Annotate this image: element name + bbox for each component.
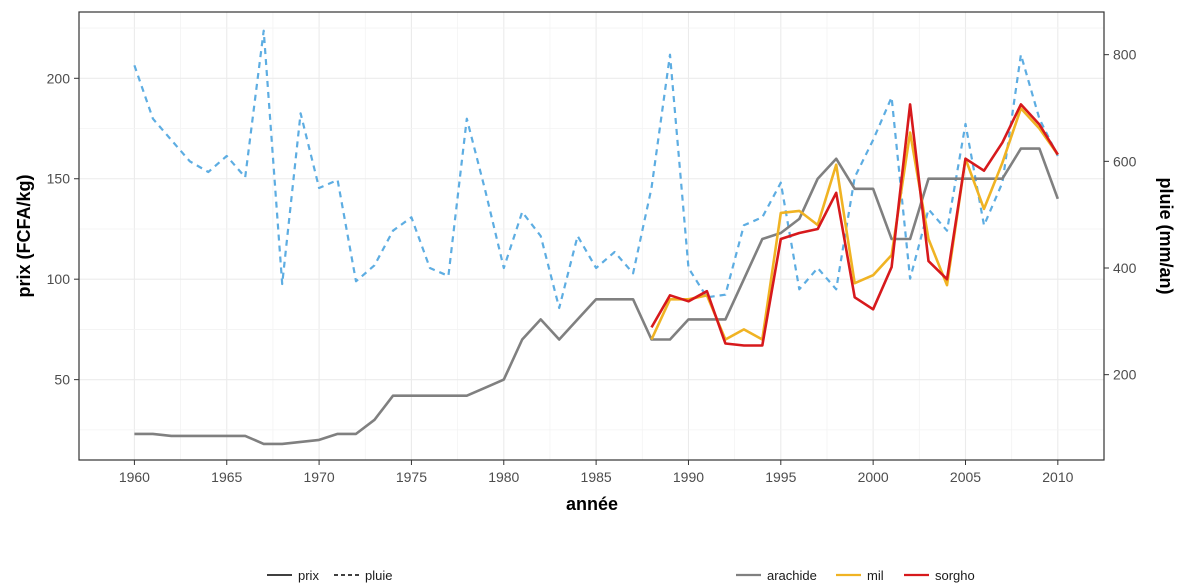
series-line-sorgho (650, 103, 1059, 347)
legend-arachide-label: arachide (767, 568, 817, 583)
y-tick-label: 100 (47, 271, 71, 287)
y2-axis-title: pluie (mm/an) (1156, 177, 1176, 294)
legend-color: arachide mil sorgho (736, 568, 975, 583)
x-tick-label: 2000 (858, 469, 889, 485)
series-lines (133, 29, 1060, 446)
x-tick-label: 1995 (765, 469, 796, 485)
y-tick-label: 150 (47, 171, 71, 187)
x-axis-title: année (566, 494, 618, 514)
x-tick-label: 2005 (950, 469, 981, 485)
y2-tick-label: 200 (1113, 367, 1137, 383)
legend-sorgho-label: sorgho (935, 568, 975, 583)
legend-prix-label: prix (298, 568, 319, 583)
x-tick-label: 1960 (119, 469, 150, 485)
y2-tick-label: 800 (1113, 47, 1137, 63)
x-tick-label: 1975 (396, 469, 427, 485)
y-tick-label: 50 (54, 372, 70, 388)
x-tick-label: 1965 (211, 469, 242, 485)
y2-tick-label: 600 (1113, 153, 1137, 169)
legend-linetype: prix pluie (267, 568, 392, 583)
series-line-arachide (134, 147, 1060, 446)
series-line-pluie (133, 29, 1059, 310)
x-tick-label: 2010 (1042, 469, 1073, 485)
plot-panel-border (78, 11, 1105, 461)
y2-tick-label: 400 (1113, 260, 1137, 276)
x-tick-label: 1985 (581, 469, 612, 485)
x-tick-label: 1980 (488, 469, 519, 485)
y-axis-right: 200 400 600 800 (1104, 47, 1137, 383)
legend-mil-label: mil (867, 568, 884, 583)
y-axis-title: prix (FCFA/kg) (14, 174, 34, 297)
grid-lines (79, 12, 1104, 460)
x-tick-label: 1970 (304, 469, 335, 485)
x-tick-label: 1990 (673, 469, 704, 485)
y-tick-label: 200 (47, 70, 71, 86)
y-axis-left: 50 100 150 200 (47, 70, 79, 388)
x-axis: 1960 1965 1970 1975 1980 1985 1990 1995 2000 2005… (119, 460, 1074, 485)
legend-pluie-label: pluie (365, 568, 392, 583)
